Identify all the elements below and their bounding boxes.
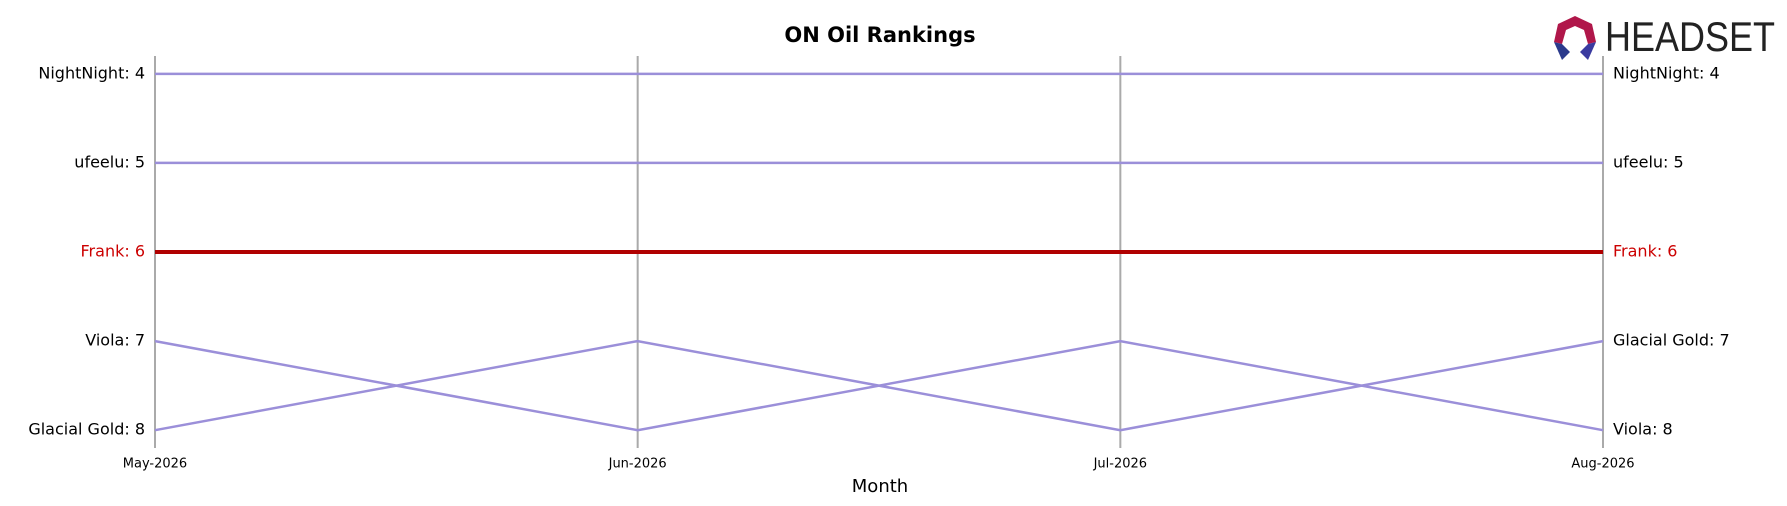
- series-line: [154, 339, 1604, 432]
- start-label: Viola: 7: [85, 331, 145, 350]
- logo: HEADSET: [1554, 13, 1775, 60]
- logo-mark: [1580, 42, 1596, 60]
- start-label: NightNight: 4: [38, 63, 145, 82]
- end-label: Frank: 6: [1613, 242, 1677, 261]
- logo-mark: [1554, 16, 1596, 44]
- end-label: Glacial Gold: 7: [1613, 331, 1730, 350]
- x-tick-label: May-2026: [123, 457, 187, 472]
- logo-mark: [1554, 42, 1570, 60]
- x-axis-label: Month: [852, 476, 908, 497]
- start-label: Glacial Gold: 8: [28, 420, 145, 439]
- logo-text: HEADSET: [1605, 13, 1775, 60]
- end-label: NightNight: 4: [1613, 63, 1720, 82]
- x-tick-label: Jun-2026: [608, 457, 667, 472]
- end-label: Viola: 8: [1613, 420, 1673, 439]
- x-tick-label: Jul-2026: [1093, 457, 1147, 472]
- end-label: ufeelu: 5: [1613, 152, 1684, 171]
- x-tick-label: Aug-2026: [1571, 457, 1634, 472]
- start-label: ufeelu: 5: [74, 152, 145, 171]
- chart-title: ON Oil Rankings: [784, 23, 975, 47]
- start-label: Frank: 6: [81, 242, 145, 261]
